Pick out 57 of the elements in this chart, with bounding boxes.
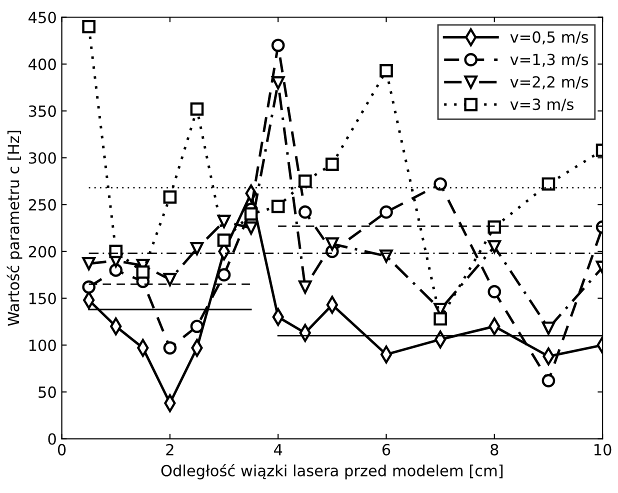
legend-label: v=1,3 m/s — [510, 54, 588, 67]
point — [109, 244, 123, 258]
point — [271, 200, 285, 214]
x-tick-label: 4 — [274, 444, 282, 456]
point — [82, 256, 96, 270]
point — [82, 20, 96, 34]
legend-label: v=0,5 m/s — [510, 31, 588, 44]
point — [298, 280, 312, 294]
y-tick-label: 0 — [48, 433, 56, 445]
legend-label: v=2,2 m/s — [510, 76, 588, 90]
y-tick-label: 250 — [28, 199, 56, 211]
point — [244, 221, 258, 235]
point — [163, 341, 177, 355]
point — [434, 177, 447, 191]
point — [542, 177, 556, 191]
y-axis-title: Wartość parametru c [Hz] — [6, 130, 22, 326]
x-tick-label: 2 — [166, 444, 174, 456]
point — [190, 102, 204, 116]
y-tick-label: 50 — [38, 386, 56, 398]
point — [271, 76, 285, 90]
point — [542, 374, 556, 388]
y-tick-label: 450 — [28, 12, 56, 24]
point — [298, 174, 312, 188]
y-tick-label: 150 — [29, 292, 56, 304]
point — [488, 240, 502, 254]
x-tick-label: 10 — [594, 444, 612, 456]
point — [488, 285, 502, 298]
legend-label: v=3 m/s — [510, 98, 574, 112]
point — [434, 312, 447, 326]
point — [326, 158, 339, 171]
point — [488, 220, 502, 234]
x-tick-label: 8 — [490, 444, 498, 456]
y-tick-label: 200 — [28, 246, 56, 258]
x-tick-label: 6 — [382, 444, 390, 456]
y-tick-label: 350 — [28, 105, 56, 117]
point — [82, 280, 96, 294]
point — [271, 38, 285, 52]
point — [298, 205, 312, 219]
x-tick-label: 0 — [58, 444, 66, 456]
point — [380, 64, 393, 78]
point — [380, 205, 393, 219]
point — [163, 190, 177, 204]
point — [136, 265, 150, 279]
point — [190, 242, 204, 256]
x-axis-title: Odległość wiązki lasera przed modelem [cm] — [161, 464, 503, 480]
point — [109, 264, 123, 277]
y-tick-label: 300 — [28, 152, 56, 164]
point — [326, 237, 339, 251]
y-tick-label: 100 — [29, 340, 56, 352]
point — [542, 322, 556, 335]
y-tick-label: 400 — [28, 58, 56, 70]
point — [217, 234, 231, 247]
point — [217, 214, 231, 228]
point — [217, 268, 231, 282]
point — [190, 320, 204, 334]
point — [244, 207, 258, 221]
point — [163, 272, 177, 286]
